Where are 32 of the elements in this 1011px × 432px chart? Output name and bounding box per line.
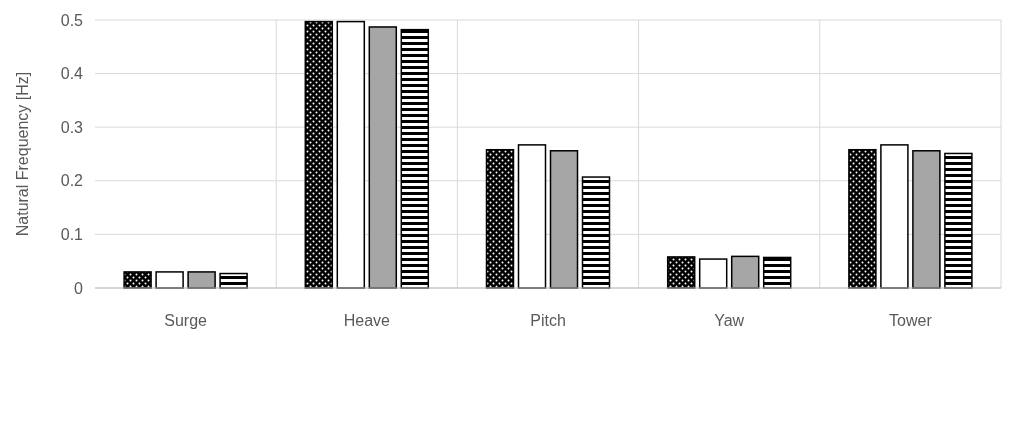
bar (336, 20, 366, 289)
x-tick-label: Surge (164, 312, 208, 329)
bar (123, 271, 152, 289)
x-tick-label: Yaw (714, 312, 745, 329)
y-tick-label: 0.1 (60, 226, 84, 243)
y-axis-title: Natural Frequency [Hz] (14, 71, 31, 237)
bar (400, 28, 430, 289)
bar (880, 144, 909, 289)
bar (666, 256, 696, 289)
bar (304, 20, 334, 289)
bar (187, 271, 216, 289)
bar (730, 255, 760, 289)
bar (368, 26, 398, 289)
y-tick-label: 0.3 (60, 118, 84, 136)
y-tick-label: 0.5 (60, 11, 84, 29)
bar (155, 271, 184, 289)
bar (762, 256, 792, 289)
y-tick-label: 0 (74, 279, 84, 297)
bar (698, 258, 728, 289)
x-tick-label: Heave (343, 312, 391, 329)
bar (485, 148, 515, 289)
bar (517, 144, 547, 289)
y-tick-label: 0.2 (60, 172, 84, 190)
x-tick-label: Tower (889, 312, 933, 329)
y-tick-label: 0.4 (60, 65, 84, 83)
bar (581, 176, 611, 289)
bar (912, 150, 941, 289)
x-tick-label: Pitch (530, 312, 566, 329)
bar (944, 152, 973, 289)
bar (219, 272, 248, 289)
bar (549, 150, 579, 289)
bar (848, 148, 877, 289)
